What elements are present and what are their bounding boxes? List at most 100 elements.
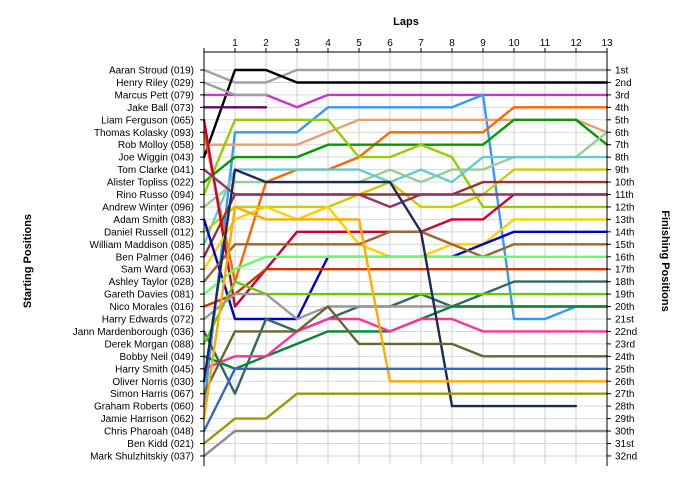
finishing-position-label: 6th — [615, 128, 629, 139]
finishing-position-label: 15th — [615, 240, 634, 251]
starting-position-label: Ben Palmer (046) — [116, 252, 194, 263]
finishing-position-label: 19th — [615, 290, 634, 301]
starting-position-label: Gareth Davies (081) — [104, 290, 194, 301]
finishing-position-label: 23rd — [615, 339, 635, 350]
starting-position-label: Marcus Pett (079) — [115, 90, 194, 101]
starting-position-label: Harry Smith (045) — [115, 364, 194, 375]
starting-position-label: Rob Molloy (058) — [118, 140, 194, 151]
driver-line-32 — [202, 429, 609, 458]
starting-position-label: Mark Shulzhitskiy (037) — [90, 451, 194, 462]
lap-tick-label: 10 — [508, 38, 520, 49]
starting-position-label: Alister Topliss (022) — [107, 178, 194, 189]
starting-position-label: Rino Russo (094) — [116, 190, 194, 201]
driver-line-30 — [202, 367, 609, 433]
driver-line-16 — [202, 168, 609, 209]
starting-position-label: Aaran Stroud (019) — [109, 66, 194, 77]
finishing-position-label: 9th — [615, 165, 629, 176]
lap-tick-labels: 1 2 3 4 5 6 7 8 9 10 11 12 13 — [232, 38, 613, 49]
finishing-position-label: 26th — [615, 377, 634, 388]
axes — [200, 48, 611, 466]
driver-line-31 — [202, 392, 609, 445]
starting-position-label: Chris Pharoah (048) — [104, 427, 194, 438]
starting-position-label: Tom Clarke (041) — [117, 165, 194, 176]
lap-tick-label: 5 — [356, 38, 362, 49]
finishing-position-label: 17th — [615, 265, 634, 276]
finishing-position-label: 29th — [615, 414, 634, 425]
driver-line-23 — [202, 280, 609, 346]
lap-tick-label: 6 — [387, 38, 393, 49]
starting-position-labels: Aaran Stroud (019)Henry Riley (029)Marcu… — [73, 66, 194, 463]
finishing-position-label: 14th — [615, 227, 634, 238]
finishing-position-label: 11th — [615, 190, 634, 201]
finishing-position-label: 10th — [615, 178, 634, 189]
starting-position-label: Daniel Russell (012) — [104, 227, 194, 238]
starting-position-label: Harry Edwards (072) — [102, 315, 194, 326]
starting-position-label: Joe Wiggin (043) — [118, 153, 194, 164]
finishing-position-label: 24th — [615, 352, 634, 363]
series-lines — [202, 68, 609, 458]
starting-position-label: William Maddison (085) — [90, 240, 194, 251]
lap-tick-label: 1 — [232, 38, 238, 49]
starting-position-label: Oliver Norris (030) — [112, 377, 194, 388]
finishing-position-label: 2nd — [615, 78, 632, 89]
lap-tick-label: 11 — [540, 38, 551, 49]
lap-tick-label: 4 — [325, 38, 331, 49]
driver-line-20 — [202, 255, 609, 296]
starting-position-label: Jann Mardenborough (036) — [73, 327, 194, 338]
driver-line-28 — [202, 305, 609, 395]
finishing-position-label: 22nd — [615, 327, 637, 338]
starting-position-label: Simon Harris (067) — [110, 389, 194, 400]
starting-position-label: Derek Morgan (088) — [105, 339, 194, 350]
driver-line-8 — [202, 106, 609, 283]
starting-position-label: Jake Ball (073) — [127, 103, 194, 114]
finishing-position-label: 18th — [615, 277, 634, 288]
finishing-position-label: 27th — [615, 389, 634, 400]
finishing-position-label: 20th — [615, 302, 634, 313]
lap-tick-label: 8 — [449, 38, 455, 49]
right-axis-label: Finishing Positions — [659, 210, 671, 311]
finishing-position-label: 1st — [615, 66, 629, 77]
driver-line-27 — [202, 168, 578, 408]
starting-position-label: Nico Morales (016) — [110, 302, 194, 313]
driver-line-19 — [202, 230, 609, 283]
driver-line-9 — [202, 118, 609, 184]
finishing-position-label: 12th — [615, 202, 634, 213]
lap-tick-label: 12 — [570, 38, 582, 49]
starting-position-label: Adam Smith (083) — [113, 215, 194, 226]
driver-line-12 — [202, 155, 609, 246]
lap-tick-label: 9 — [480, 38, 486, 49]
left-axis-label: Starting Positions — [22, 214, 34, 308]
lap-tick-label: 7 — [418, 38, 424, 49]
lap-tick-label: 3 — [294, 38, 300, 49]
starting-position-label: Jamie Harrison (062) — [101, 414, 194, 425]
starting-position-label: Sam Ward (063) — [121, 265, 194, 276]
finishing-position-label: 30th — [615, 427, 634, 438]
finishing-position-label: 4th — [615, 103, 629, 114]
driver-line-22 — [202, 280, 609, 395]
starting-position-label: Andrew Winter (096) — [102, 202, 194, 213]
starting-position-label: Ashley Taylor (028) — [109, 277, 194, 288]
starting-position-label: Thomas Kolasky (093) — [94, 128, 194, 139]
lap-tick-label: 2 — [263, 38, 269, 49]
driver-line-26 — [202, 317, 609, 370]
finishing-position-label: 7th — [615, 140, 629, 151]
finishing-position-label: 21st — [615, 315, 634, 326]
finishing-position-label: 31st — [615, 439, 634, 450]
finishing-position-label: 32nd — [615, 451, 637, 462]
finishing-position-label: 8th — [615, 153, 629, 164]
driver-line-10 — [202, 118, 609, 209]
starting-position-label: Bobby Neil (049) — [120, 352, 194, 363]
finishing-position-label: 5th — [615, 115, 629, 126]
driver-line-29 — [202, 205, 609, 420]
starting-position-label: Ben Kidd (021) — [127, 439, 194, 450]
finishing-position-label: 28th — [615, 402, 634, 413]
driver-line-5 — [202, 81, 268, 97]
finishing-position-label: 13th — [615, 215, 634, 226]
driver-line-21 — [202, 268, 609, 308]
starting-position-label: Liam Ferguson (065) — [101, 115, 194, 126]
lap-tick-label: 13 — [601, 38, 613, 49]
finishing-position-label: 3rd — [615, 90, 629, 101]
